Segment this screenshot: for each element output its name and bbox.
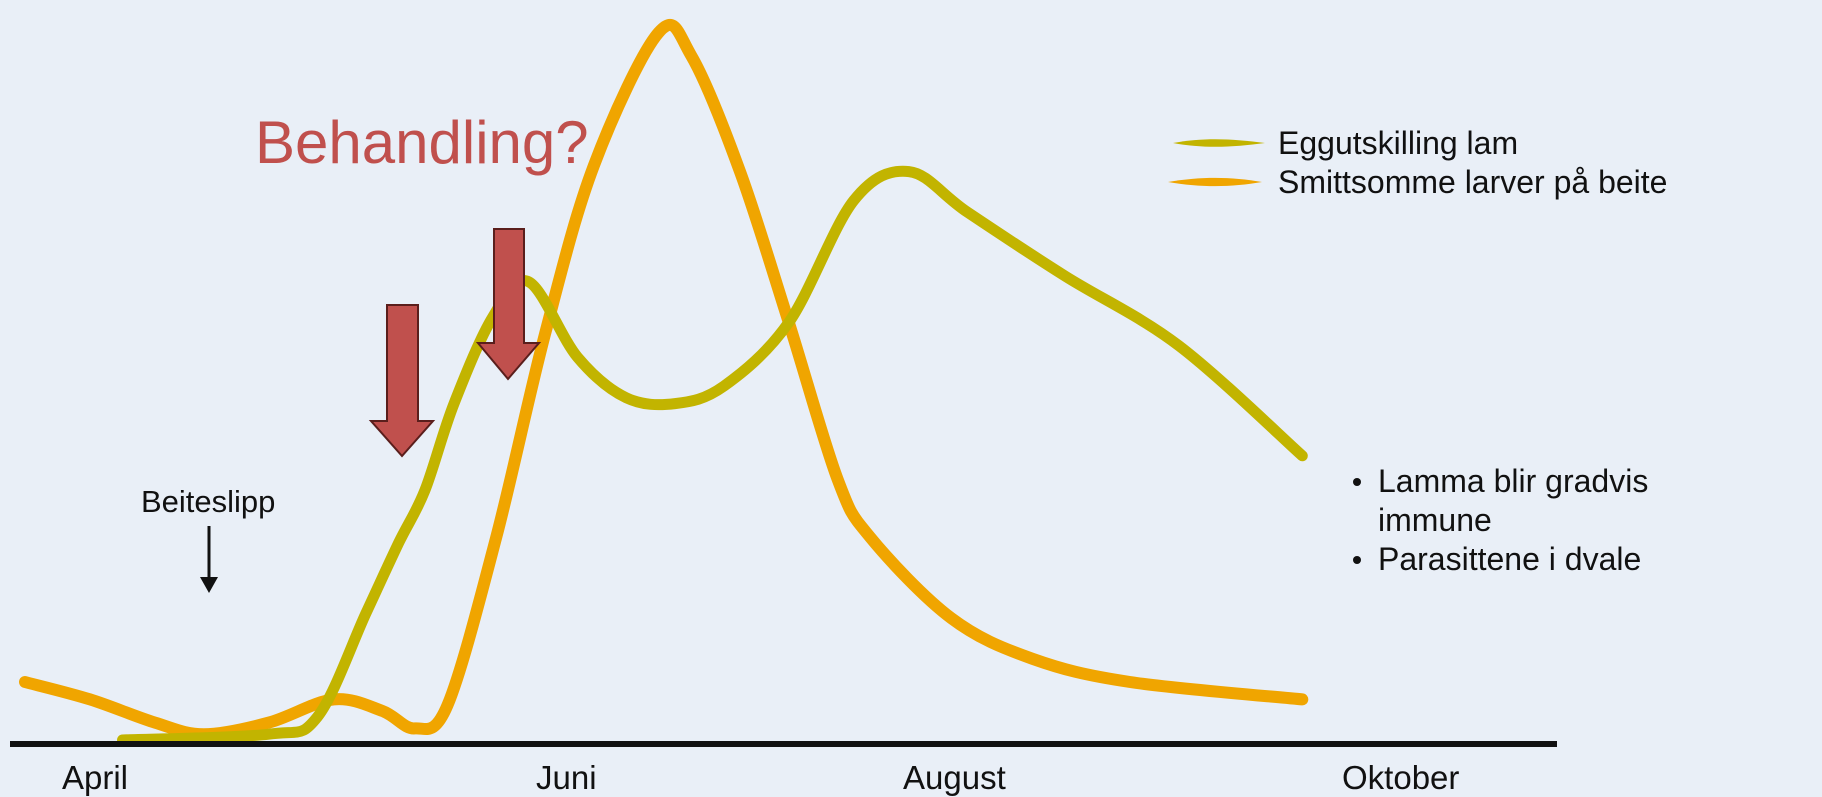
treatment-arrow-1 (371, 305, 433, 456)
x-tick-label-august: August (903, 759, 1006, 796)
legend-item-larver: Smittsomme larver på beite (1168, 164, 1667, 200)
callout-behandling: Behandling? (255, 109, 589, 176)
note-dvale: Parasittene i dvale (1378, 541, 1641, 577)
x-tick-label-april: April (62, 759, 128, 796)
x-tick-label-oktober: Oktober (1342, 759, 1459, 796)
treatment-arrow-2 (478, 229, 539, 379)
note-bullet-2 (1353, 556, 1361, 564)
legend: Eggutskilling lam Smittsomme larver på b… (1168, 125, 1667, 200)
legend-item-eggutskilling: Eggutskilling lam (1173, 125, 1518, 161)
notes: Lamma blir gradvis immune Parasittene i … (1353, 463, 1657, 577)
legend-label-larver: Smittsomme larver på beite (1278, 164, 1667, 200)
series-layer (25, 25, 1302, 740)
legend-label-eggutskilling: Eggutskilling lam (1278, 125, 1518, 161)
legend-swatch-larver (1168, 178, 1262, 186)
release-arrow (200, 526, 218, 593)
x-tick-label-juni: Juni (536, 759, 597, 796)
legend-swatch-eggutskilling (1173, 139, 1265, 147)
note-immune: Lamma blir gradvis immune (1378, 463, 1657, 538)
note-bullet-1 (1353, 478, 1361, 486)
release-label: Beiteslipp (141, 484, 275, 519)
x-tick-labels: April Juni August Oktober (62, 759, 1459, 796)
series-line-larver (25, 25, 1302, 734)
series-line-eggutskilling (123, 171, 1303, 740)
